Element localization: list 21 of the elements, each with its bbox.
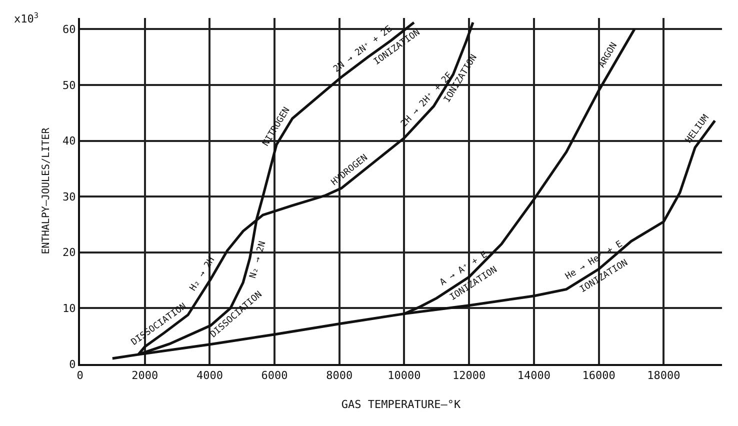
- y-tick-label: 40: [62, 134, 76, 148]
- x-tick-label: 2000: [132, 369, 158, 382]
- annotation: N₂ → 2N: [248, 240, 268, 280]
- x-tick-label: 6000: [261, 369, 288, 382]
- y-tick-label: 30: [62, 190, 76, 204]
- text: x10$^{3}$: [14, 11, 39, 26]
- x-tick-label: 18000: [647, 369, 680, 382]
- y-tick-label: 0: [69, 358, 76, 371]
- x-tick-label: 10000: [388, 369, 421, 382]
- x-tick-label: 4000: [196, 369, 223, 382]
- x-axis-title: GAS TEMPERATURE—°K: [341, 398, 461, 411]
- y-axis-title: ENTHALPY—JOULES/LITER: [41, 126, 52, 254]
- y-tick-label: 20: [62, 246, 76, 260]
- y-tick-label: 60: [62, 23, 76, 36]
- x-tick-label: 8000: [326, 369, 353, 382]
- x-tick-label: 12000: [452, 369, 486, 382]
- x-tick-label: 16000: [582, 369, 616, 382]
- annotation: H₂ → 2H: [188, 256, 218, 293]
- x-tick-label: 14000: [517, 369, 551, 382]
- y-tick-label: 50: [62, 78, 76, 92]
- y-tick-label: 10: [62, 302, 76, 316]
